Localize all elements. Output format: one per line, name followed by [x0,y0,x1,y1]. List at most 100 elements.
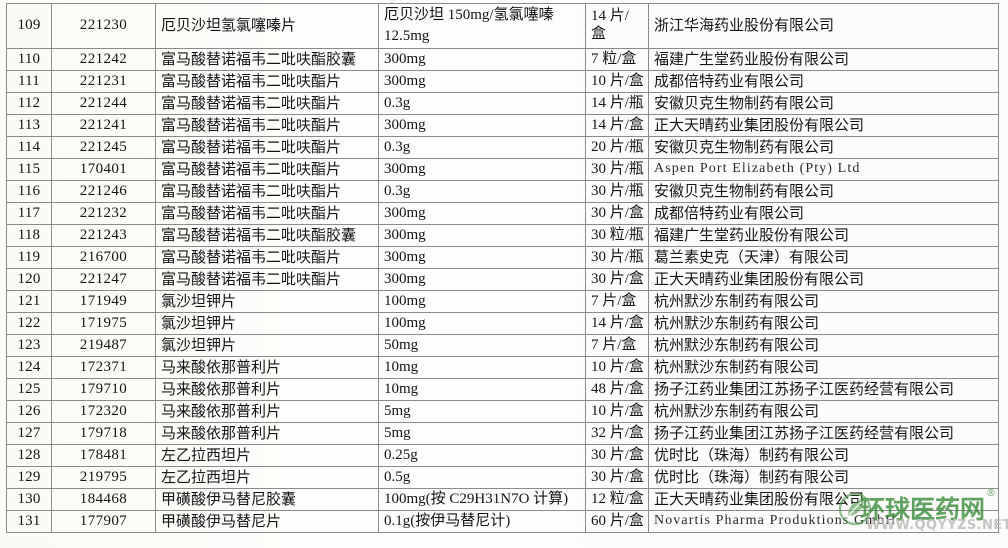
cell-specification: 10mg [378,356,586,379]
cell-drug-code: 221241 [51,114,156,137]
cell-drug-name: 富马酸替诺福韦二吡呋酯片 [155,136,379,159]
cell-manufacturer: 杭州默沙东制药有限公司 [648,334,999,357]
cell-specification: 300mg [378,202,586,225]
cell-drug-name: 富马酸替诺福韦二吡呋酯片 [155,268,379,291]
cell-drug-name: 富马酸替诺福韦二吡呋酯片 [155,202,379,225]
cell-drug-code: 171975 [51,312,156,335]
cell-serial-number: 127 [6,422,52,445]
cell-manufacturer: 福建广生堂药业股份有限公司 [648,48,999,71]
cell-drug-name: 富马酸替诺福韦二吡呋酯片 [155,70,379,93]
cell-manufacturer: 优时比（珠海）制药有限公司 [648,444,999,467]
cell-specification: 300mg [378,224,586,247]
cell-manufacturer: 杭州默沙东制药有限公司 [648,290,999,313]
cell-drug-name: 甲磺酸伊马替尼片 [155,510,379,533]
cell-packaging: 30 粒/瓶 [585,224,649,247]
table-row: 128 178481 左乙拉西坦片 0.25g 30 片/盒 优时比（珠海）制药有限公司 [6,444,999,467]
cell-drug-name: 马来酸依那普利片 [155,422,379,445]
table-row: 113 221241 富马酸替诺福韦二吡呋酯片 300mg 14 片/盒 正大天晴药业集团… [6,114,999,137]
cell-drug-name: 氯沙坦钾片 [155,334,379,357]
cell-serial-number: 114 [6,136,52,159]
cell-serial-number: 110 [6,48,52,71]
table-row: 122 171975 氯沙坦钾片 100mg 14 片/盒 杭州默沙东制药有限公司 [6,312,999,335]
table-row: 121 171949 氯沙坦钾片 100mg 7 片/盒 杭州默沙东制药有限公司 [6,290,999,313]
cell-drug-name: 富马酸替诺福韦二吡呋酯片 [155,92,379,115]
cell-specification: 厄贝沙坦 150mg/氢氯噻嗪 12.5mg [378,3,586,49]
cell-packaging: 10 片/盒 [585,400,649,423]
cell-specification: 5mg [378,400,586,423]
cell-serial-number: 111 [6,70,52,93]
cell-manufacturer: 杭州默沙东制药有限公司 [648,356,999,379]
cell-drug-code: 221246 [51,180,156,203]
cell-packaging: 48 片/盒 [585,378,649,401]
cell-drug-name: 左乙拉西坦片 [155,444,379,467]
table-row: 129 219795 左乙拉西坦片 0.5g 30 片/盒 优时比（珠海）制药有限公司 [6,466,999,489]
cell-drug-code: 221245 [51,136,156,159]
cell-manufacturer: 成都倍特药业有限公司 [648,202,999,225]
cell-serial-number: 126 [6,400,52,423]
cell-packaging: 14 片/瓶 [585,92,649,115]
cell-serial-number: 122 [6,312,52,335]
cell-serial-number: 121 [6,290,52,313]
cell-drug-code: 179710 [51,378,156,401]
cell-packaging: 7 片/盒 [585,290,649,313]
cell-packaging: 30 片/瓶 [585,246,649,269]
drug-list-table: 109 221230 厄贝沙坦氢氯噻嗪片 厄贝沙坦 150mg/氢氯噻嗪 12.5mg… [6,3,999,533]
table-row: 117 221232 富马酸替诺福韦二吡呋酯片 300mg 30 片/盒 成都倍特药业有限… [6,202,999,225]
cell-packaging: 30 片/盒 [585,466,649,489]
table-body: 109 221230 厄贝沙坦氢氯噻嗪片 厄贝沙坦 150mg/氢氯噻嗪 12.5mg… [6,3,999,533]
table-row: 111 221231 富马酸替诺福韦二吡呋酯片 300mg 10 片/盒 成都倍特药业有限… [6,70,999,93]
cell-serial-number: 118 [6,224,52,247]
cell-drug-code: 221243 [51,224,156,247]
cell-specification: 0.3g [378,92,586,115]
cell-drug-code: 219795 [51,466,156,489]
cell-serial-number: 113 [6,114,52,137]
cell-packaging: 30 片/盒 [585,202,649,225]
table-row: 109 221230 厄贝沙坦氢氯噻嗪片 厄贝沙坦 150mg/氢氯噻嗪 12.5mg… [6,3,999,49]
cell-drug-name: 马来酸依那普利片 [155,400,379,423]
cell-specification: 100mg [378,312,586,335]
cell-drug-name: 左乙拉西坦片 [155,466,379,489]
table-row: 131 177907 甲磺酸伊马替尼片 0.1g(按伊马替尼计) 60 片/盒 Novar… [6,510,999,533]
cell-manufacturer: 正大天晴药业集团股份有限公司 [648,268,999,291]
cell-drug-code: 178481 [51,444,156,467]
cell-serial-number: 128 [6,444,52,467]
cell-manufacturer: 福建广生堂药业股份有限公司 [648,224,999,247]
cell-drug-name: 富马酸替诺福韦二吡呋酯胶囊 [155,224,379,247]
cell-manufacturer: Novartis Pharma Produktions GmbH [648,510,999,533]
cell-manufacturer: 安徽贝克生物制药有限公司 [648,180,999,203]
cell-drug-code: 221230 [51,3,156,49]
cell-packaging: 30 片/瓶 [585,158,649,181]
table-row: 125 179710 马来酸依那普利片 10mg 48 片/盒 扬子江药业集团江苏扬子江医… [6,378,999,401]
cell-drug-code: 171949 [51,290,156,313]
cell-serial-number: 115 [6,158,52,181]
table-row: 124 172371 马来酸依那普利片 10mg 10 片/盒 杭州默沙东制药有限公司 [6,356,999,379]
cell-serial-number: 123 [6,334,52,357]
table-row: 123 219487 氯沙坦钾片 50mg 7 片/盒 杭州默沙东制药有限公司 [6,334,999,357]
cell-serial-number: 124 [6,356,52,379]
table-row: 115 170401 富马酸替诺福韦二吡呋酯片 300mg 30 片/瓶 Aspen Po… [6,158,999,181]
cell-packaging: 30 片/盒 [585,268,649,291]
cell-specification: 100mg(按 C29H31N7O 计算) [378,488,586,511]
cell-packaging: 32 片/盒 [585,422,649,445]
cell-serial-number: 116 [6,180,52,203]
cell-specification: 300mg [378,268,586,291]
cell-packaging: 30 片/盒 [585,444,649,467]
cell-drug-code: 179718 [51,422,156,445]
cell-packaging: 10 片/盒 [585,70,649,93]
cell-drug-code: 221232 [51,202,156,225]
cell-packaging: 10 片/盒 [585,356,649,379]
cell-drug-code: 172320 [51,400,156,423]
cell-serial-number: 112 [6,92,52,115]
cell-serial-number: 119 [6,246,52,269]
cell-drug-code: 216700 [51,246,156,269]
table-row: 112 221244 富马酸替诺福韦二吡呋酯片 0.3g 14 片/瓶 安徽贝克生物制药有… [6,92,999,115]
cell-specification: 300mg [378,114,586,137]
cell-manufacturer: 安徽贝克生物制药有限公司 [648,136,999,159]
cell-drug-code: 221244 [51,92,156,115]
cell-packaging: 30 片/瓶 [585,180,649,203]
cell-packaging: 14 片/盒 [585,3,649,49]
cell-drug-name: 甲磺酸伊马替尼胶囊 [155,488,379,511]
cell-manufacturer: 正大天晴药业集团股份有限公司 [648,114,999,137]
cell-packaging: 20 片/瓶 [585,136,649,159]
cell-drug-code: 221242 [51,48,156,71]
